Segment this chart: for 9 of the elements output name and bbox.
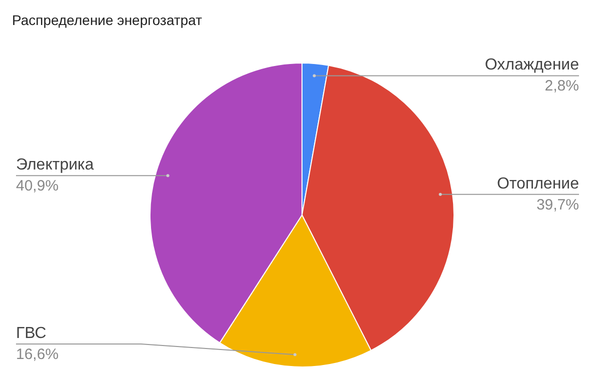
slice-label: Охлаждение: [484, 56, 580, 74]
data-label: 40,9%: [16, 178, 59, 195]
data-label: 39,7%: [536, 196, 579, 214]
data-label: 2,8%: [544, 78, 579, 95]
slice-label: Отопление: [496, 175, 580, 192]
chart-title: Распределение энергозатрат: [12, 12, 202, 28]
slice-label: ГВС: [16, 325, 46, 342]
slice-label: Электрика: [16, 156, 94, 174]
data-label: 16,6%: [16, 346, 59, 363]
